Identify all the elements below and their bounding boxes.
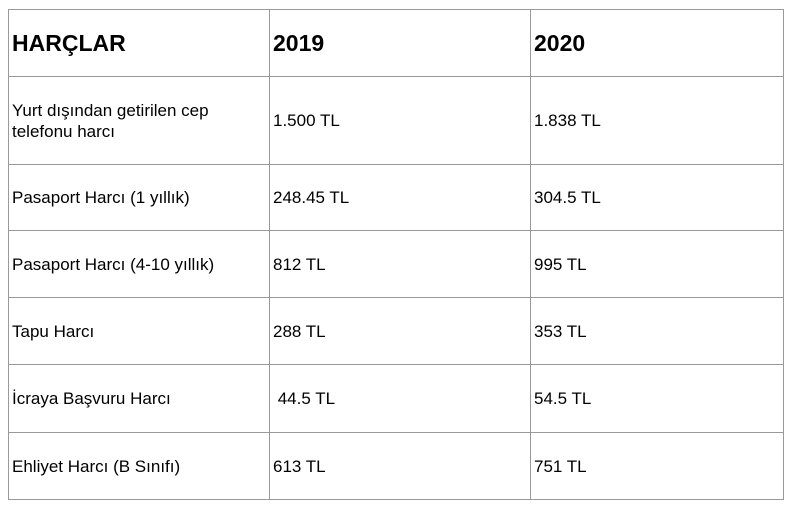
header-2020: 2020 [530,9,784,77]
fee-2019-cell: 812 TL [269,230,531,298]
table-row: Ehliyet Harcı (B Sınıfı) 613 TL 751 TL [8,432,784,500]
fee-name-cell: Ehliyet Harcı (B Sınıfı) [8,432,270,500]
fee-2019-cell: 248.45 TL [269,164,531,231]
fee-name-cell: İcraya Başvuru Harcı [8,364,270,433]
fee-2020-cell: 353 TL [530,297,784,365]
fee-2019-cell: 613 TL [269,432,531,500]
fee-2020-cell: 304.5 TL [530,164,784,231]
header-fees: HARÇLAR [8,9,270,77]
table-row: İcraya Başvuru Harcı 44.5 TL 54.5 TL [8,364,784,433]
fee-2019-cell: 1.500 TL [269,76,531,165]
fee-name-cell: Pasaport Harcı (4-10 yıllık) [8,230,270,298]
fee-2020-cell: 751 TL [530,432,784,500]
table-row: Tapu Harcı 288 TL 353 TL [8,297,784,365]
fee-2020-cell: 54.5 TL [530,364,784,433]
fee-name-cell: Pasaport Harcı (1 yıllık) [8,164,270,231]
table-row: Pasaport Harcı (1 yıllık) 248.45 TL 304.… [8,164,784,231]
fee-2019-cell: 44.5 TL [269,364,531,433]
fee-name-cell: Yurt dışından getirilen cep telefonu har… [8,76,270,165]
fees-table: HARÇLAR 2019 2020 Yurt dışından getirile… [8,9,784,500]
header-row: HARÇLAR 2019 2020 [8,9,784,77]
fee-2019-cell: 288 TL [269,297,531,365]
table-row: Yurt dışından getirilen cep telefonu har… [8,76,784,165]
fee-name-cell: Tapu Harcı [8,297,270,365]
header-2019: 2019 [269,9,531,77]
fee-2020-cell: 995 TL [530,230,784,298]
fee-2020-cell: 1.838 TL [530,76,784,165]
table-row: Pasaport Harcı (4-10 yıllık) 812 TL 995 … [8,230,784,298]
